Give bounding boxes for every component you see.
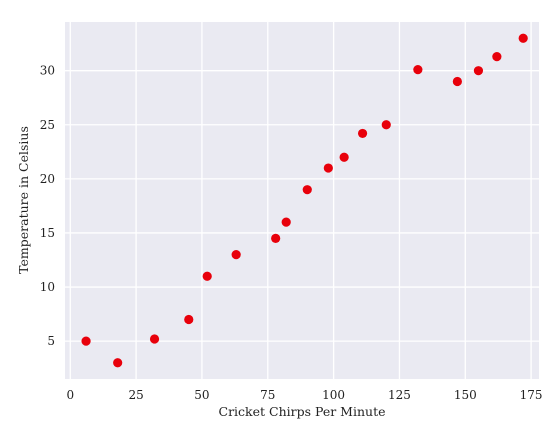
x-axis-ticks: 0 25 50 75 100 125 150 175 [66, 388, 542, 402]
x-tick-label: 25 [128, 388, 143, 402]
data-point [184, 314, 194, 325]
data-point [302, 185, 312, 195]
data-point [202, 271, 212, 281]
data-point [357, 128, 368, 139]
data-points [81, 33, 528, 368]
data-point [473, 66, 484, 76]
y-tick-label: 30 [40, 64, 55, 78]
x-tick-label: 100 [322, 388, 345, 402]
y-tick-label: 20 [40, 172, 55, 186]
data-point [113, 358, 123, 368]
data-point [81, 336, 91, 346]
data-point [281, 217, 291, 227]
x-tick-label: 75 [260, 388, 275, 402]
y-tick-label: 15 [40, 226, 55, 240]
data-point [323, 163, 333, 173]
data-point [271, 233, 281, 243]
y-axis-ticks: 5 10 15 20 25 30 [40, 64, 55, 348]
x-tick-label: 125 [388, 388, 411, 402]
grid-lines [65, 22, 539, 379]
data-point [381, 120, 391, 130]
x-tick-label: 50 [194, 388, 209, 402]
data-point [452, 76, 462, 87]
y-tick-label: 10 [40, 280, 55, 294]
data-point [149, 334, 160, 344]
y-tick-label: 5 [47, 334, 55, 348]
x-tick-label: 0 [66, 388, 74, 402]
y-axis-title: Temperature in Celsius [16, 126, 31, 274]
data-point [413, 65, 423, 75]
x-axis-title: Cricket Chirps Per Minute [219, 404, 386, 419]
x-tick-label: 150 [454, 388, 477, 402]
x-tick-label: 175 [520, 388, 543, 402]
data-point [339, 152, 349, 162]
data-point [231, 249, 241, 260]
data-point [492, 52, 502, 62]
data-point [518, 33, 528, 43]
y-tick-label: 25 [40, 118, 55, 132]
